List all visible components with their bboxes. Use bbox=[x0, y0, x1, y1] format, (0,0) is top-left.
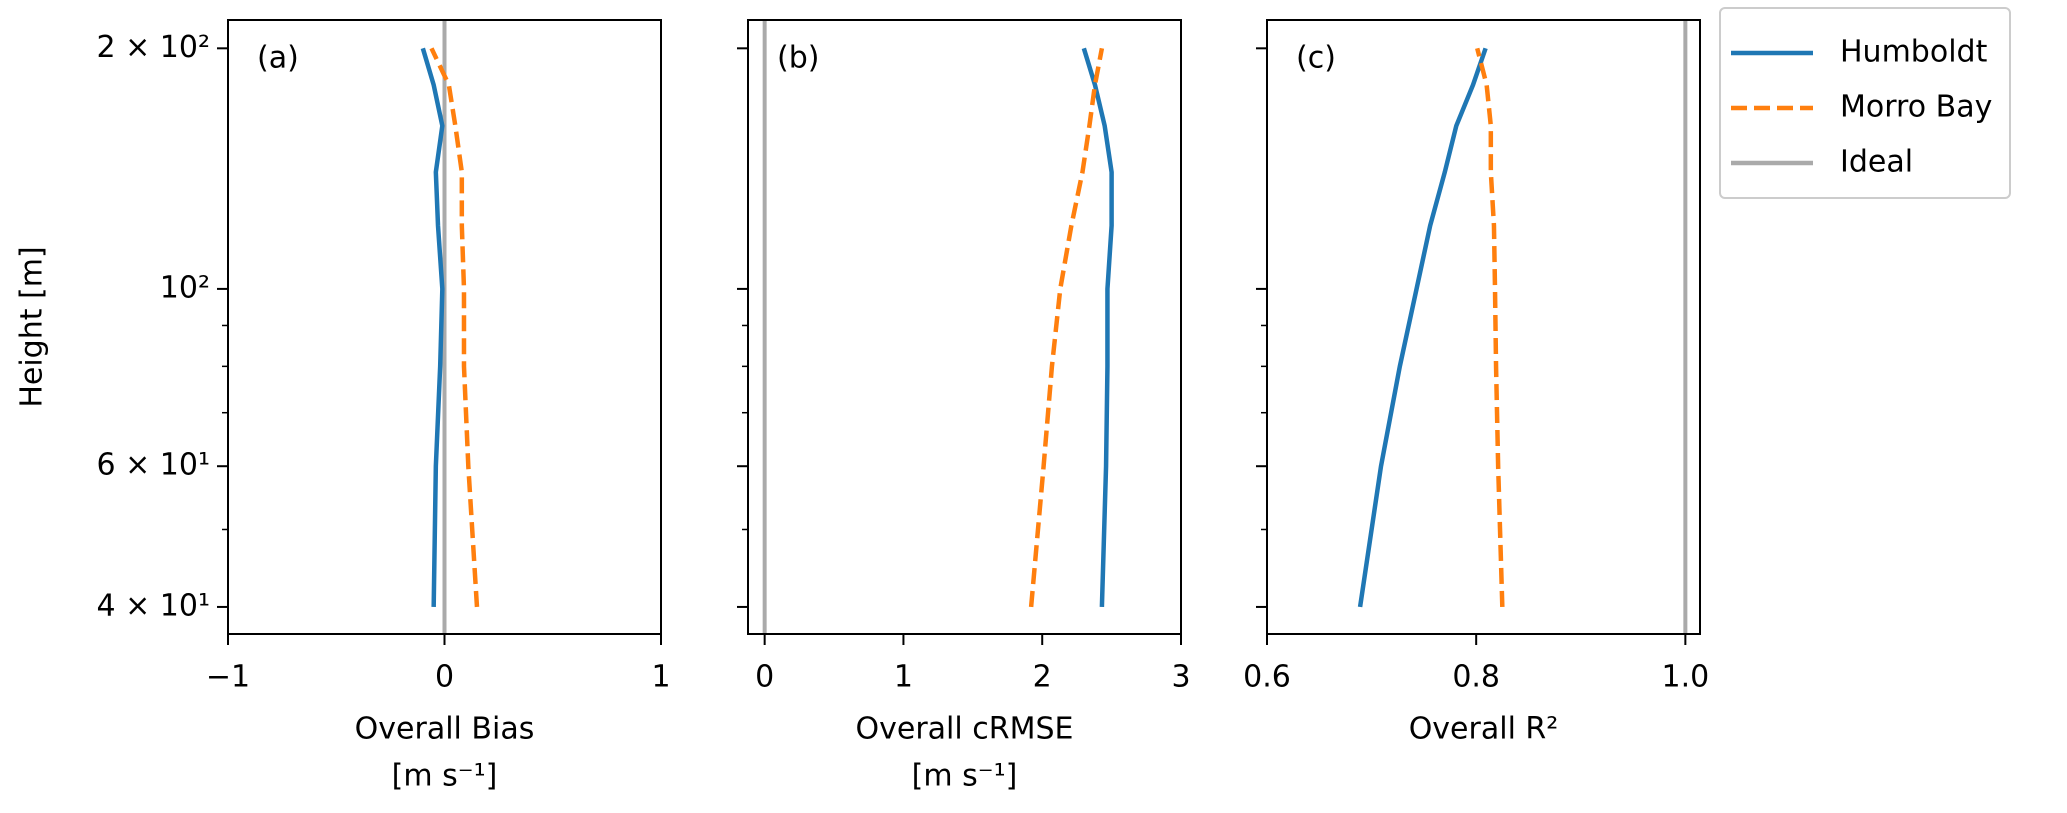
series-line bbox=[1475, 47, 1505, 608]
series-line bbox=[1081, 47, 1114, 608]
legend-box bbox=[1719, 7, 2011, 199]
x-tick-label: 0.6 bbox=[1243, 660, 1291, 695]
x-tick-label: 2 bbox=[1033, 660, 1052, 695]
y-tick-label: 6 × 10¹ bbox=[97, 448, 211, 483]
legend-label: Ideal bbox=[1840, 145, 1913, 180]
x-tick-label: 1.0 bbox=[1661, 660, 1709, 695]
axes-frame bbox=[1266, 19, 1701, 635]
panel-label: (b) bbox=[777, 41, 819, 76]
y-axis-label: Height [m] bbox=[15, 246, 50, 407]
series-line bbox=[1028, 47, 1105, 608]
y-tick-label: 2 × 10² bbox=[97, 30, 211, 65]
x-axis-label: [m s⁻¹] bbox=[912, 759, 1018, 794]
panel-label: (c) bbox=[1296, 41, 1336, 76]
x-tick-label: −1 bbox=[206, 660, 250, 695]
series-line bbox=[420, 47, 445, 607]
x-axis-label: Overall cRMSE bbox=[856, 712, 1074, 747]
panel-label: (a) bbox=[257, 41, 299, 76]
x-tick-label: 1 bbox=[651, 660, 670, 695]
x-tick-label: 0 bbox=[755, 660, 774, 695]
y-tick-label: 10² bbox=[160, 270, 210, 305]
series-line bbox=[1357, 47, 1488, 608]
x-tick-label: 1 bbox=[894, 660, 913, 695]
x-tick-label: 0.8 bbox=[1452, 660, 1500, 695]
x-tick-label: 0 bbox=[435, 660, 454, 695]
legend-label: Humboldt bbox=[1840, 35, 1988, 70]
legend-label: Morro Bay bbox=[1840, 90, 1992, 125]
x-axis-label: Overall R² bbox=[1409, 712, 1559, 747]
y-tick-label: 4 × 10¹ bbox=[97, 588, 211, 623]
x-axis-label: [m s⁻¹] bbox=[392, 759, 498, 794]
axes-frame bbox=[747, 19, 1182, 635]
x-tick-label: 3 bbox=[1171, 660, 1190, 695]
x-axis-label: Overall Bias bbox=[355, 712, 535, 747]
series-line bbox=[429, 47, 480, 608]
